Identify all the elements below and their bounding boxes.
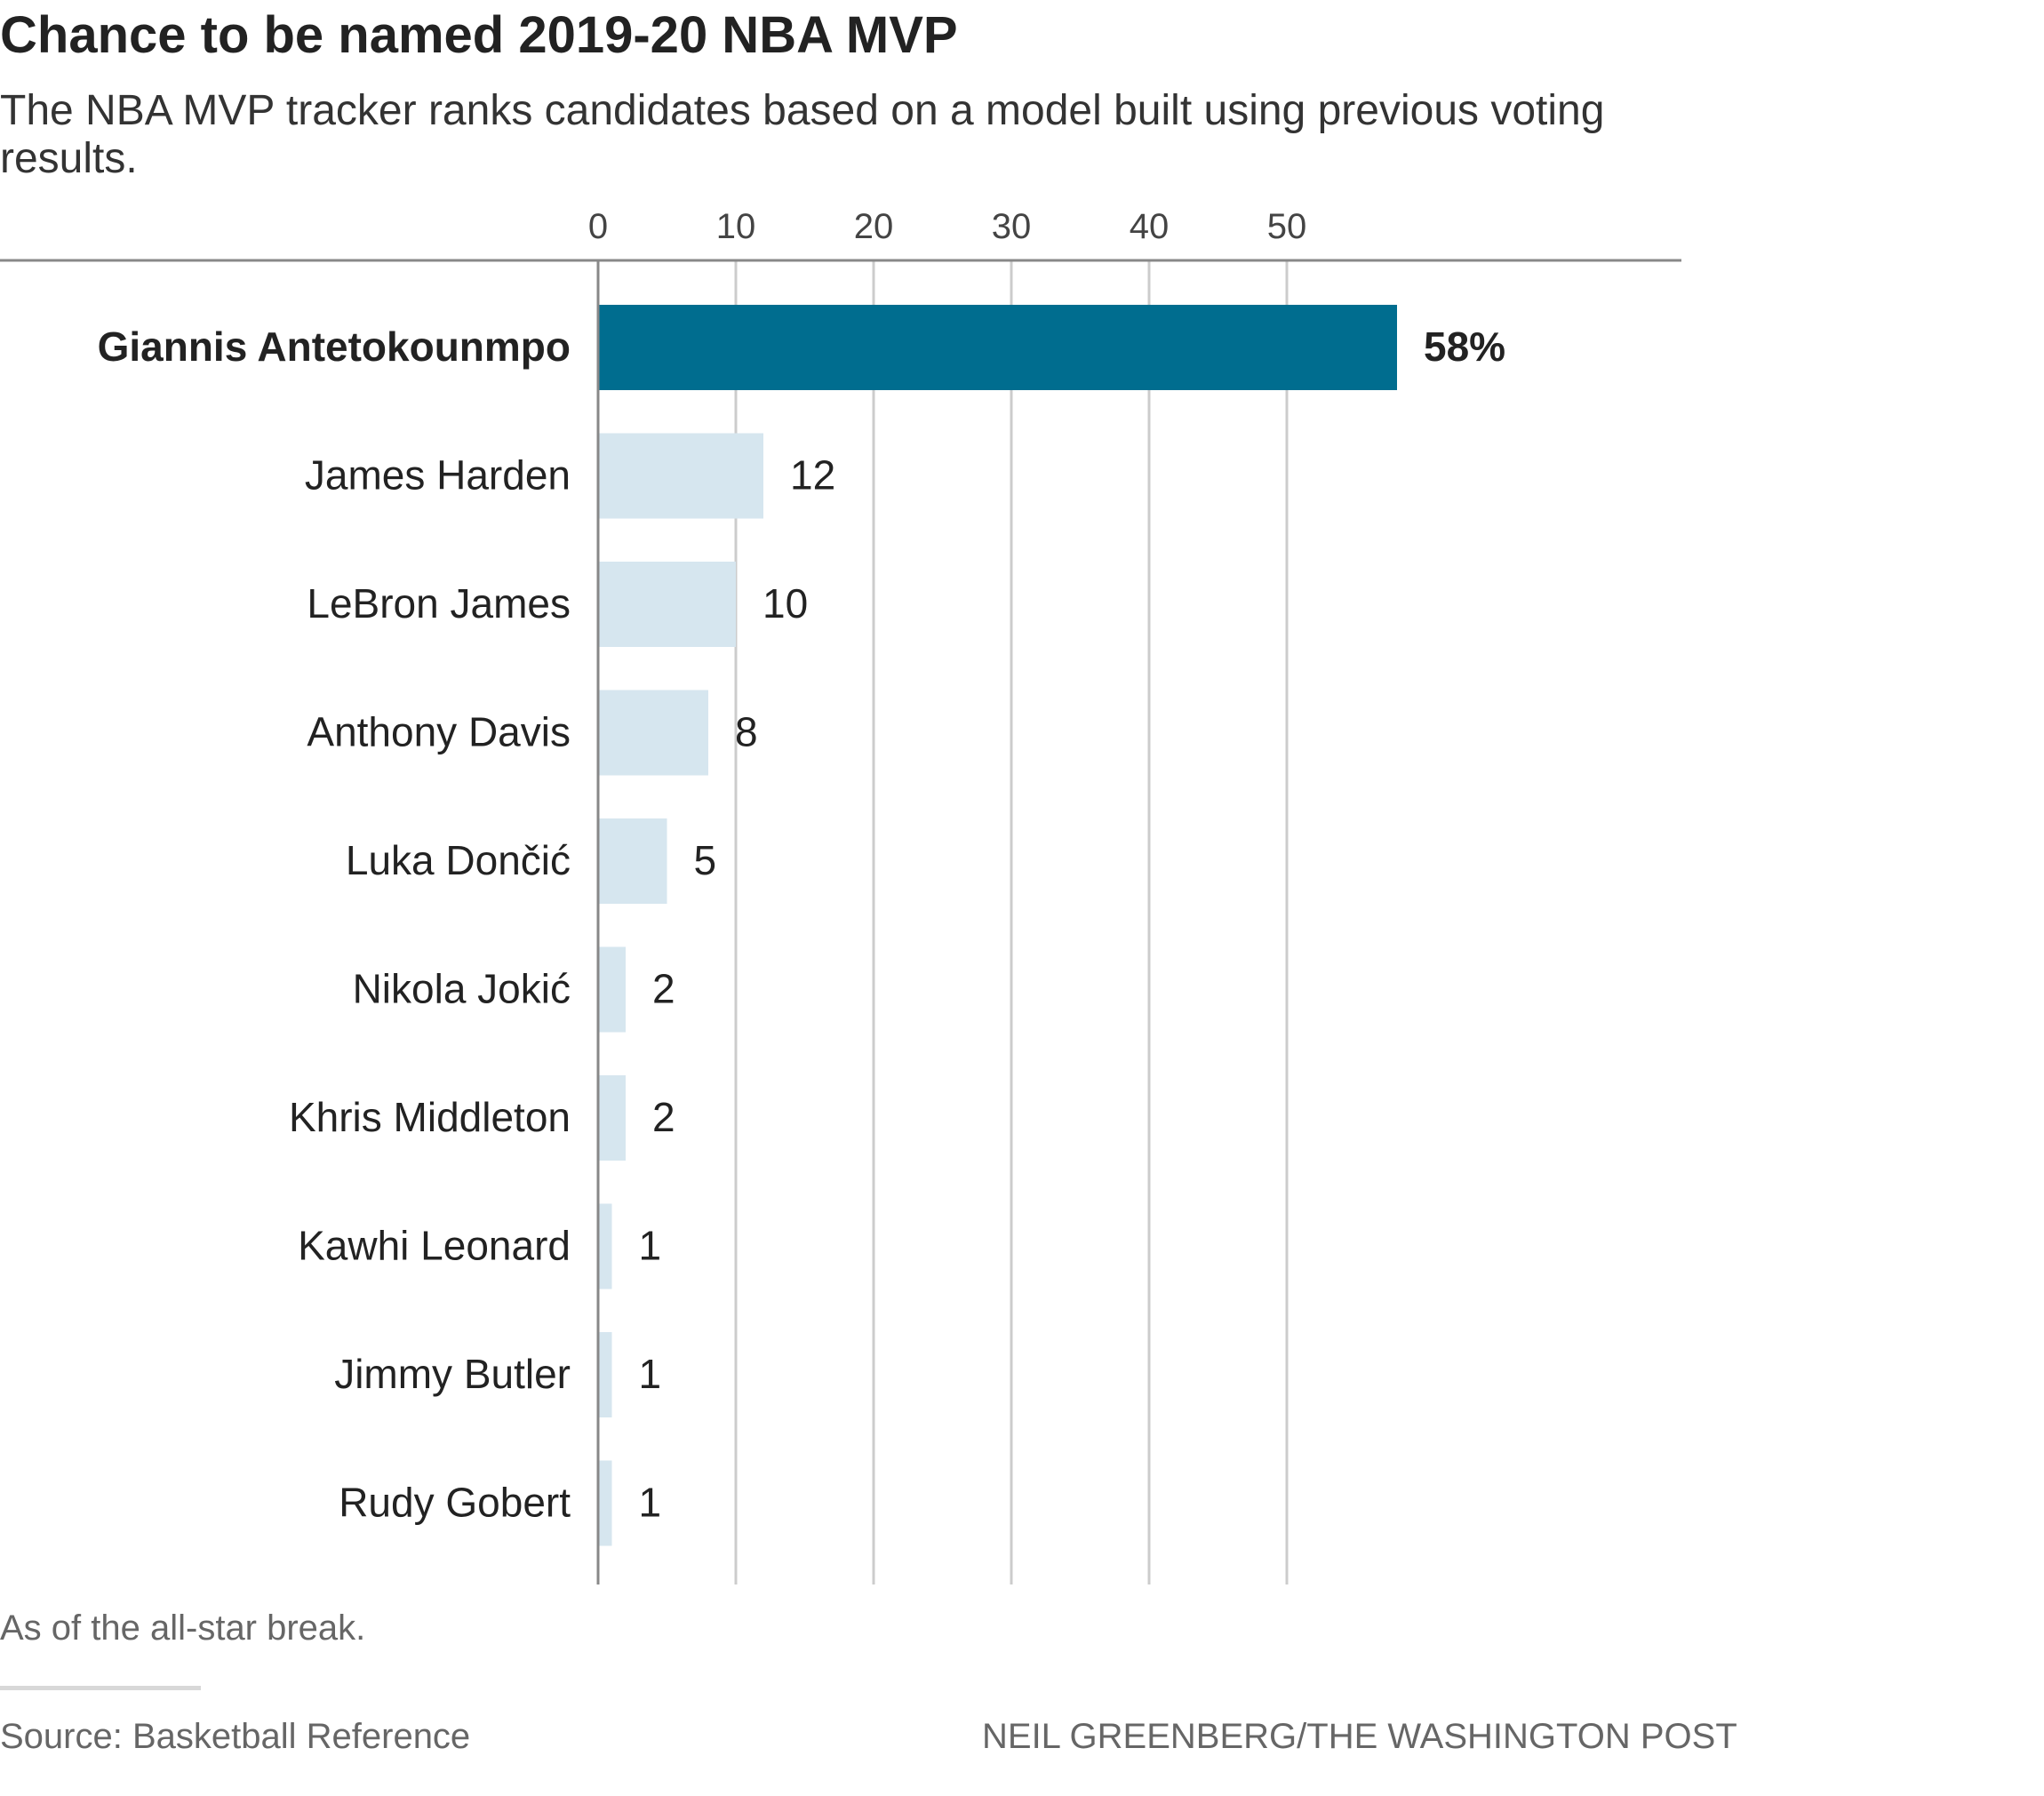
bar [598, 818, 667, 904]
value-label: 8 [735, 709, 758, 755]
value-label: 2 [652, 966, 675, 1012]
x-tick-label: 10 [716, 207, 756, 246]
source-credit: Source: Basketball Reference [0, 1717, 471, 1756]
category-label: Khris Middleton [289, 1094, 571, 1140]
divider [0, 1686, 201, 1690]
x-tick-label: 50 [1267, 207, 1307, 246]
category-label: LeBron James [307, 580, 571, 627]
value-label: 10 [763, 580, 808, 627]
x-tick-label: 30 [992, 207, 1032, 246]
category-label: Jimmy Butler [334, 1351, 571, 1397]
category-label: Kawhi Leonard [298, 1223, 571, 1269]
chart-subtitle: The NBA MVP tracker ranks candidates bas… [0, 87, 1605, 182]
value-label: 2 [652, 1094, 675, 1140]
bar [598, 690, 708, 776]
value-label: 1 [639, 1223, 662, 1269]
category-label: Nikola Jokić [353, 966, 571, 1012]
value-label: 58% [1424, 323, 1505, 370]
value-label: 5 [694, 837, 717, 883]
category-label: Luka Dončić [346, 837, 571, 883]
bar [598, 562, 736, 647]
bar [598, 1460, 612, 1546]
category-label: Giannis Antetokounmpo [98, 323, 571, 370]
x-tick-label: 20 [854, 207, 894, 246]
bar [598, 1203, 612, 1289]
author-credit: NEIL GREENBERG/THE WASHINGTON POST [982, 1717, 1737, 1756]
bar [598, 433, 763, 519]
bar [598, 1075, 626, 1161]
bar-chart: 0 10 20 30 40 50 Giannis Antetokounmpo 58% James… [0, 207, 1681, 1584]
category-label: Anthony Davis [307, 709, 571, 755]
x-tick-label: 40 [1130, 207, 1170, 246]
value-label: 1 [639, 1480, 662, 1526]
value-label: 1 [639, 1351, 662, 1397]
bar [598, 946, 626, 1033]
bar [598, 1332, 612, 1417]
bar [598, 305, 1397, 390]
category-label: James Harden [305, 452, 571, 499]
value-label: 12 [790, 452, 835, 499]
x-tick-label: 0 [588, 207, 608, 246]
chart-title: Chance to be named 2019-20 NBA MVP [0, 6, 958, 64]
chart-note: As of the all-star break. [0, 1608, 366, 1648]
category-label: Rudy Gobert [339, 1480, 571, 1526]
